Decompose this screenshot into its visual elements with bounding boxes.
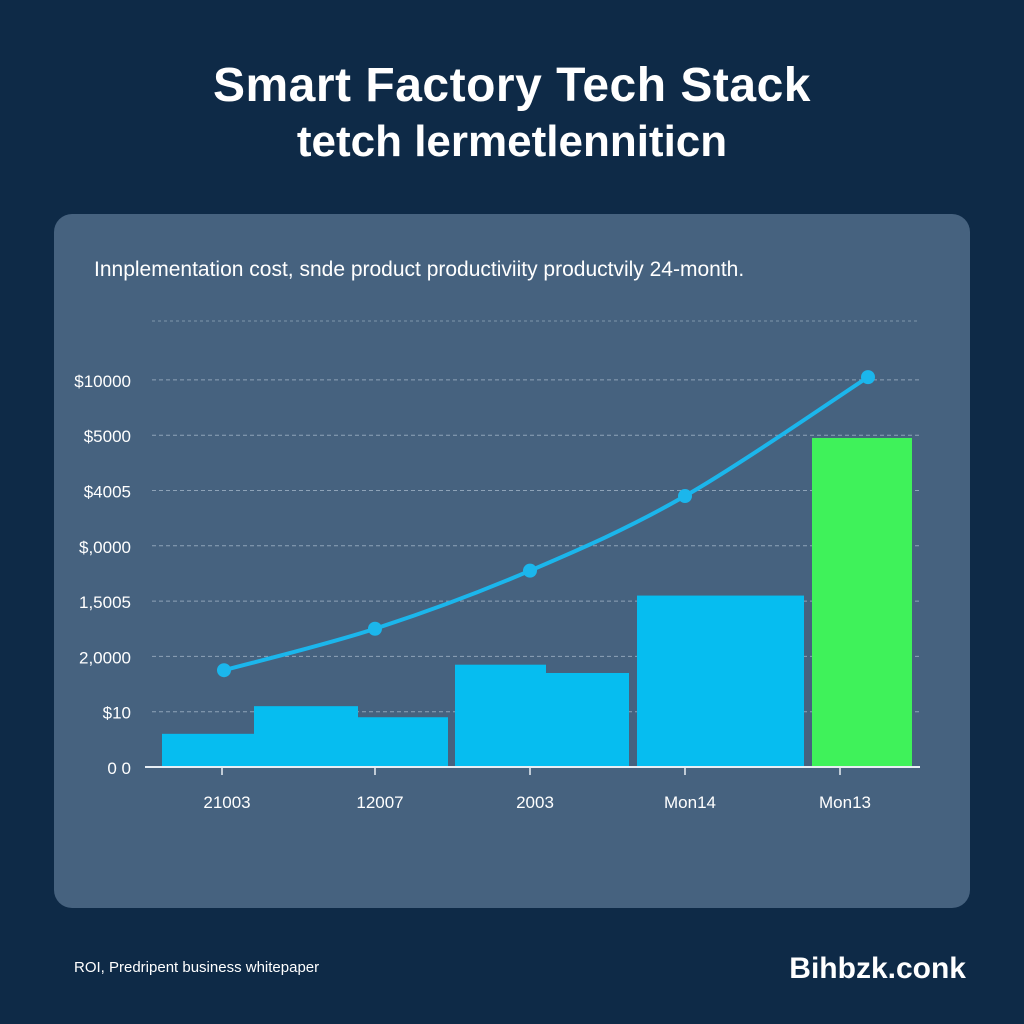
y-tick-label: 2,0000 — [79, 648, 131, 667]
y-tick-label: $,0000 — [79, 538, 131, 557]
bar — [546, 672, 629, 767]
bar — [162, 733, 254, 767]
chart-title: Smart Factory Tech Stack — [212, 59, 811, 112]
line-point — [678, 489, 692, 504]
line-point — [217, 663, 231, 678]
footer-brand[interactable]: Bihbzk.conk — [789, 952, 966, 985]
y-tick-label: $4005 — [84, 483, 131, 502]
y-tick-label: 0 0 — [107, 759, 131, 778]
x-tick-label: 21003 — [203, 793, 250, 812]
line-point — [861, 370, 875, 385]
line-point — [368, 621, 382, 636]
chart-subtitle: tetch lermetlenniticn — [296, 117, 728, 166]
bar — [812, 437, 912, 767]
bar — [455, 664, 546, 767]
bar — [637, 595, 804, 767]
y-tick-label: 1,5005 — [79, 593, 131, 612]
footer-note: ROI, Predripent business whitepaper — [74, 959, 320, 976]
bar — [254, 706, 358, 767]
x-tick-label: Mon14 — [664, 793, 716, 812]
x-tick-label: 12007 — [356, 793, 403, 812]
y-tick-label: $10 — [103, 704, 131, 723]
x-tick-label: Mon13 — [819, 793, 871, 812]
x-tick-label: 2003 — [516, 793, 554, 812]
y-tick-label: $10000 — [74, 372, 131, 391]
bar — [358, 717, 448, 767]
y-tick-label: $5000 — [84, 427, 131, 446]
chart-caption: Innplementation cost, snde product produ… — [94, 258, 745, 281]
line-point — [523, 563, 537, 578]
